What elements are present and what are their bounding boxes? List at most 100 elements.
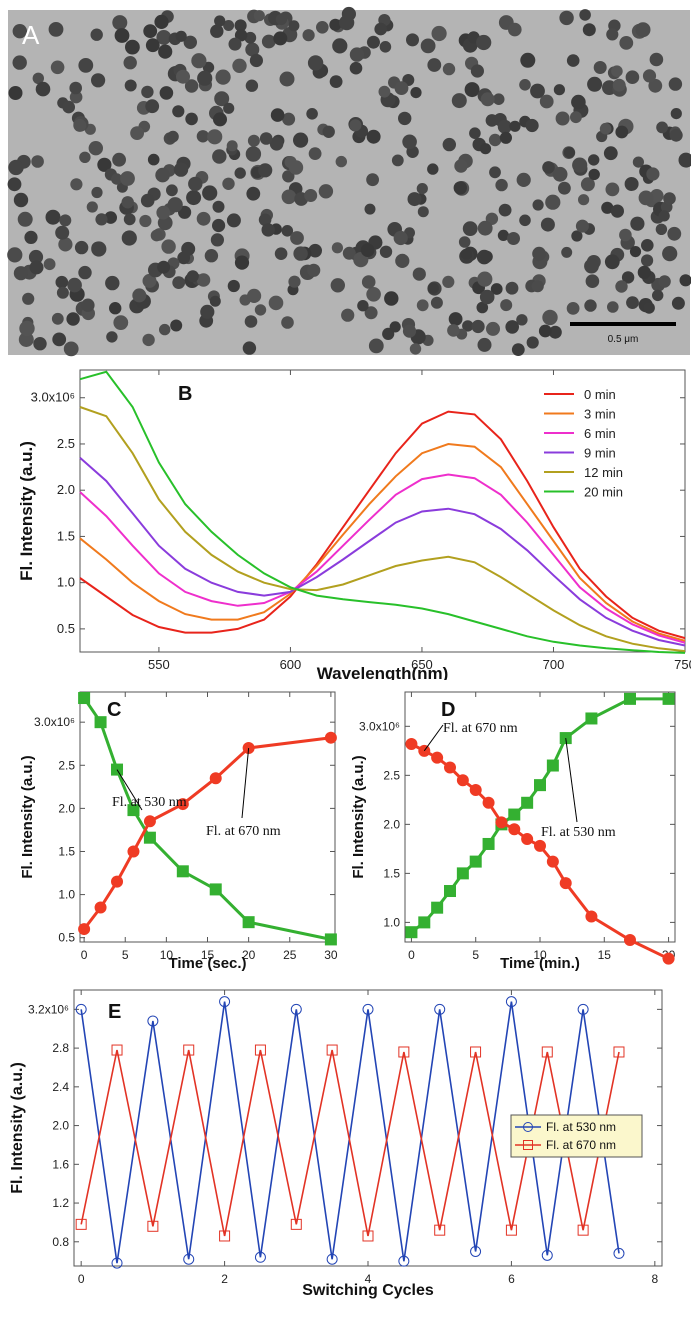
annotation-pointer — [241, 747, 250, 819]
nanoparticle — [143, 24, 158, 38]
x-tick-label: 20 — [242, 948, 256, 962]
nanoparticle — [402, 134, 417, 150]
nanoparticle — [480, 92, 495, 107]
nanoparticle — [91, 241, 107, 257]
nanoparticle — [282, 170, 295, 183]
nanoparticle — [497, 119, 512, 134]
legend-label: 20 min — [584, 485, 623, 500]
nanoparticle — [648, 78, 663, 93]
x-tick-label: 0 — [78, 1272, 85, 1286]
nanoparticle — [585, 274, 600, 289]
data-point — [78, 692, 91, 705]
nanoparticle — [378, 85, 391, 98]
data-point — [541, 1046, 553, 1058]
y-tick-label: 1.0 — [57, 575, 75, 590]
nanoparticle — [656, 121, 668, 134]
data-point — [624, 692, 636, 705]
data-point — [209, 883, 222, 896]
data-point — [324, 933, 337, 946]
nanoparticle — [552, 166, 568, 182]
nanoparticle — [607, 301, 619, 313]
nanoparticle — [306, 108, 318, 120]
nanoparticle — [379, 245, 393, 258]
nanoparticle — [584, 258, 599, 274]
legend-label: Fl. at 670 nm — [546, 1138, 616, 1152]
nanoparticle — [671, 296, 685, 310]
series-line — [79, 406, 686, 653]
nanoparticle — [570, 111, 582, 124]
series-line — [410, 742, 670, 961]
nanoparticle — [145, 99, 160, 114]
nanoparticle — [460, 248, 473, 260]
data-point — [405, 926, 418, 939]
nanoparticle — [63, 341, 79, 357]
nanoparticle — [464, 82, 480, 98]
nanoparticle — [394, 81, 409, 95]
nanoparticle — [234, 167, 246, 179]
nanoparticle — [124, 39, 140, 55]
nanoparticle — [222, 177, 235, 190]
nanoparticle — [555, 111, 570, 126]
y-tick-label: 3.0x10⁶ — [359, 719, 400, 733]
nanoparticle — [288, 160, 304, 175]
nanoparticle — [123, 56, 137, 70]
nanoparticle — [247, 288, 262, 303]
series-line — [79, 370, 686, 654]
nanoparticle — [610, 204, 625, 218]
nanoparticle — [360, 243, 375, 257]
legend-label: Fl. at 530 nm — [546, 1120, 616, 1134]
nanoparticle — [566, 302, 580, 315]
nanoparticle — [442, 137, 456, 152]
nanoparticle — [624, 177, 639, 191]
data-point — [290, 1218, 302, 1230]
y-tick-label: 1.6 — [52, 1157, 69, 1171]
nanoparticle — [678, 152, 691, 168]
legend-label: 12 min — [584, 465, 623, 480]
data-point — [434, 1224, 446, 1236]
nanoparticle — [630, 216, 645, 231]
nanoparticle — [391, 154, 404, 167]
nanoparticle — [170, 319, 183, 332]
nanoparticle — [12, 55, 27, 70]
nanoparticle — [114, 28, 130, 43]
nanoparticle — [191, 53, 207, 69]
nanoparticle — [207, 129, 223, 145]
nanoparticle — [258, 163, 273, 178]
nanoparticle — [227, 279, 240, 293]
nanoparticle — [579, 9, 591, 21]
data-point — [324, 731, 337, 744]
nanoparticle — [183, 35, 197, 49]
nanoparticle — [612, 78, 626, 92]
nanoparticle — [215, 69, 231, 85]
nanoparticle — [275, 13, 288, 26]
nanoparticle — [578, 194, 590, 206]
nanoparticle — [632, 156, 645, 168]
data-point — [508, 808, 521, 821]
nanoparticles — [7, 6, 691, 357]
panel-label: B — [178, 383, 192, 405]
y-tick-label: 2.5 — [383, 768, 400, 782]
nanoparticle — [123, 213, 136, 226]
nanoparticle — [442, 275, 455, 288]
nanoparticle — [416, 183, 428, 195]
nanoparticle — [442, 62, 456, 76]
nanoparticle — [147, 153, 160, 166]
nanoparticle — [261, 223, 275, 237]
data-point — [456, 774, 469, 787]
data-point — [662, 952, 675, 965]
nanoparticle — [154, 14, 169, 29]
nanoparticle — [56, 286, 69, 299]
nanoparticle — [52, 332, 67, 347]
nanoparticle — [650, 189, 664, 203]
y-tick-label: 1.5 — [57, 528, 75, 543]
nanoparticle — [210, 24, 224, 38]
data-point — [219, 1230, 231, 1242]
x-axis-label: Switching Cycles — [302, 1282, 434, 1299]
nanoparticle — [140, 193, 155, 208]
nanoparticle — [28, 249, 44, 265]
panel-label: D — [441, 699, 455, 721]
nanoparticle — [155, 167, 170, 183]
nanoparticle — [431, 25, 447, 42]
nanoparticle — [223, 102, 235, 114]
